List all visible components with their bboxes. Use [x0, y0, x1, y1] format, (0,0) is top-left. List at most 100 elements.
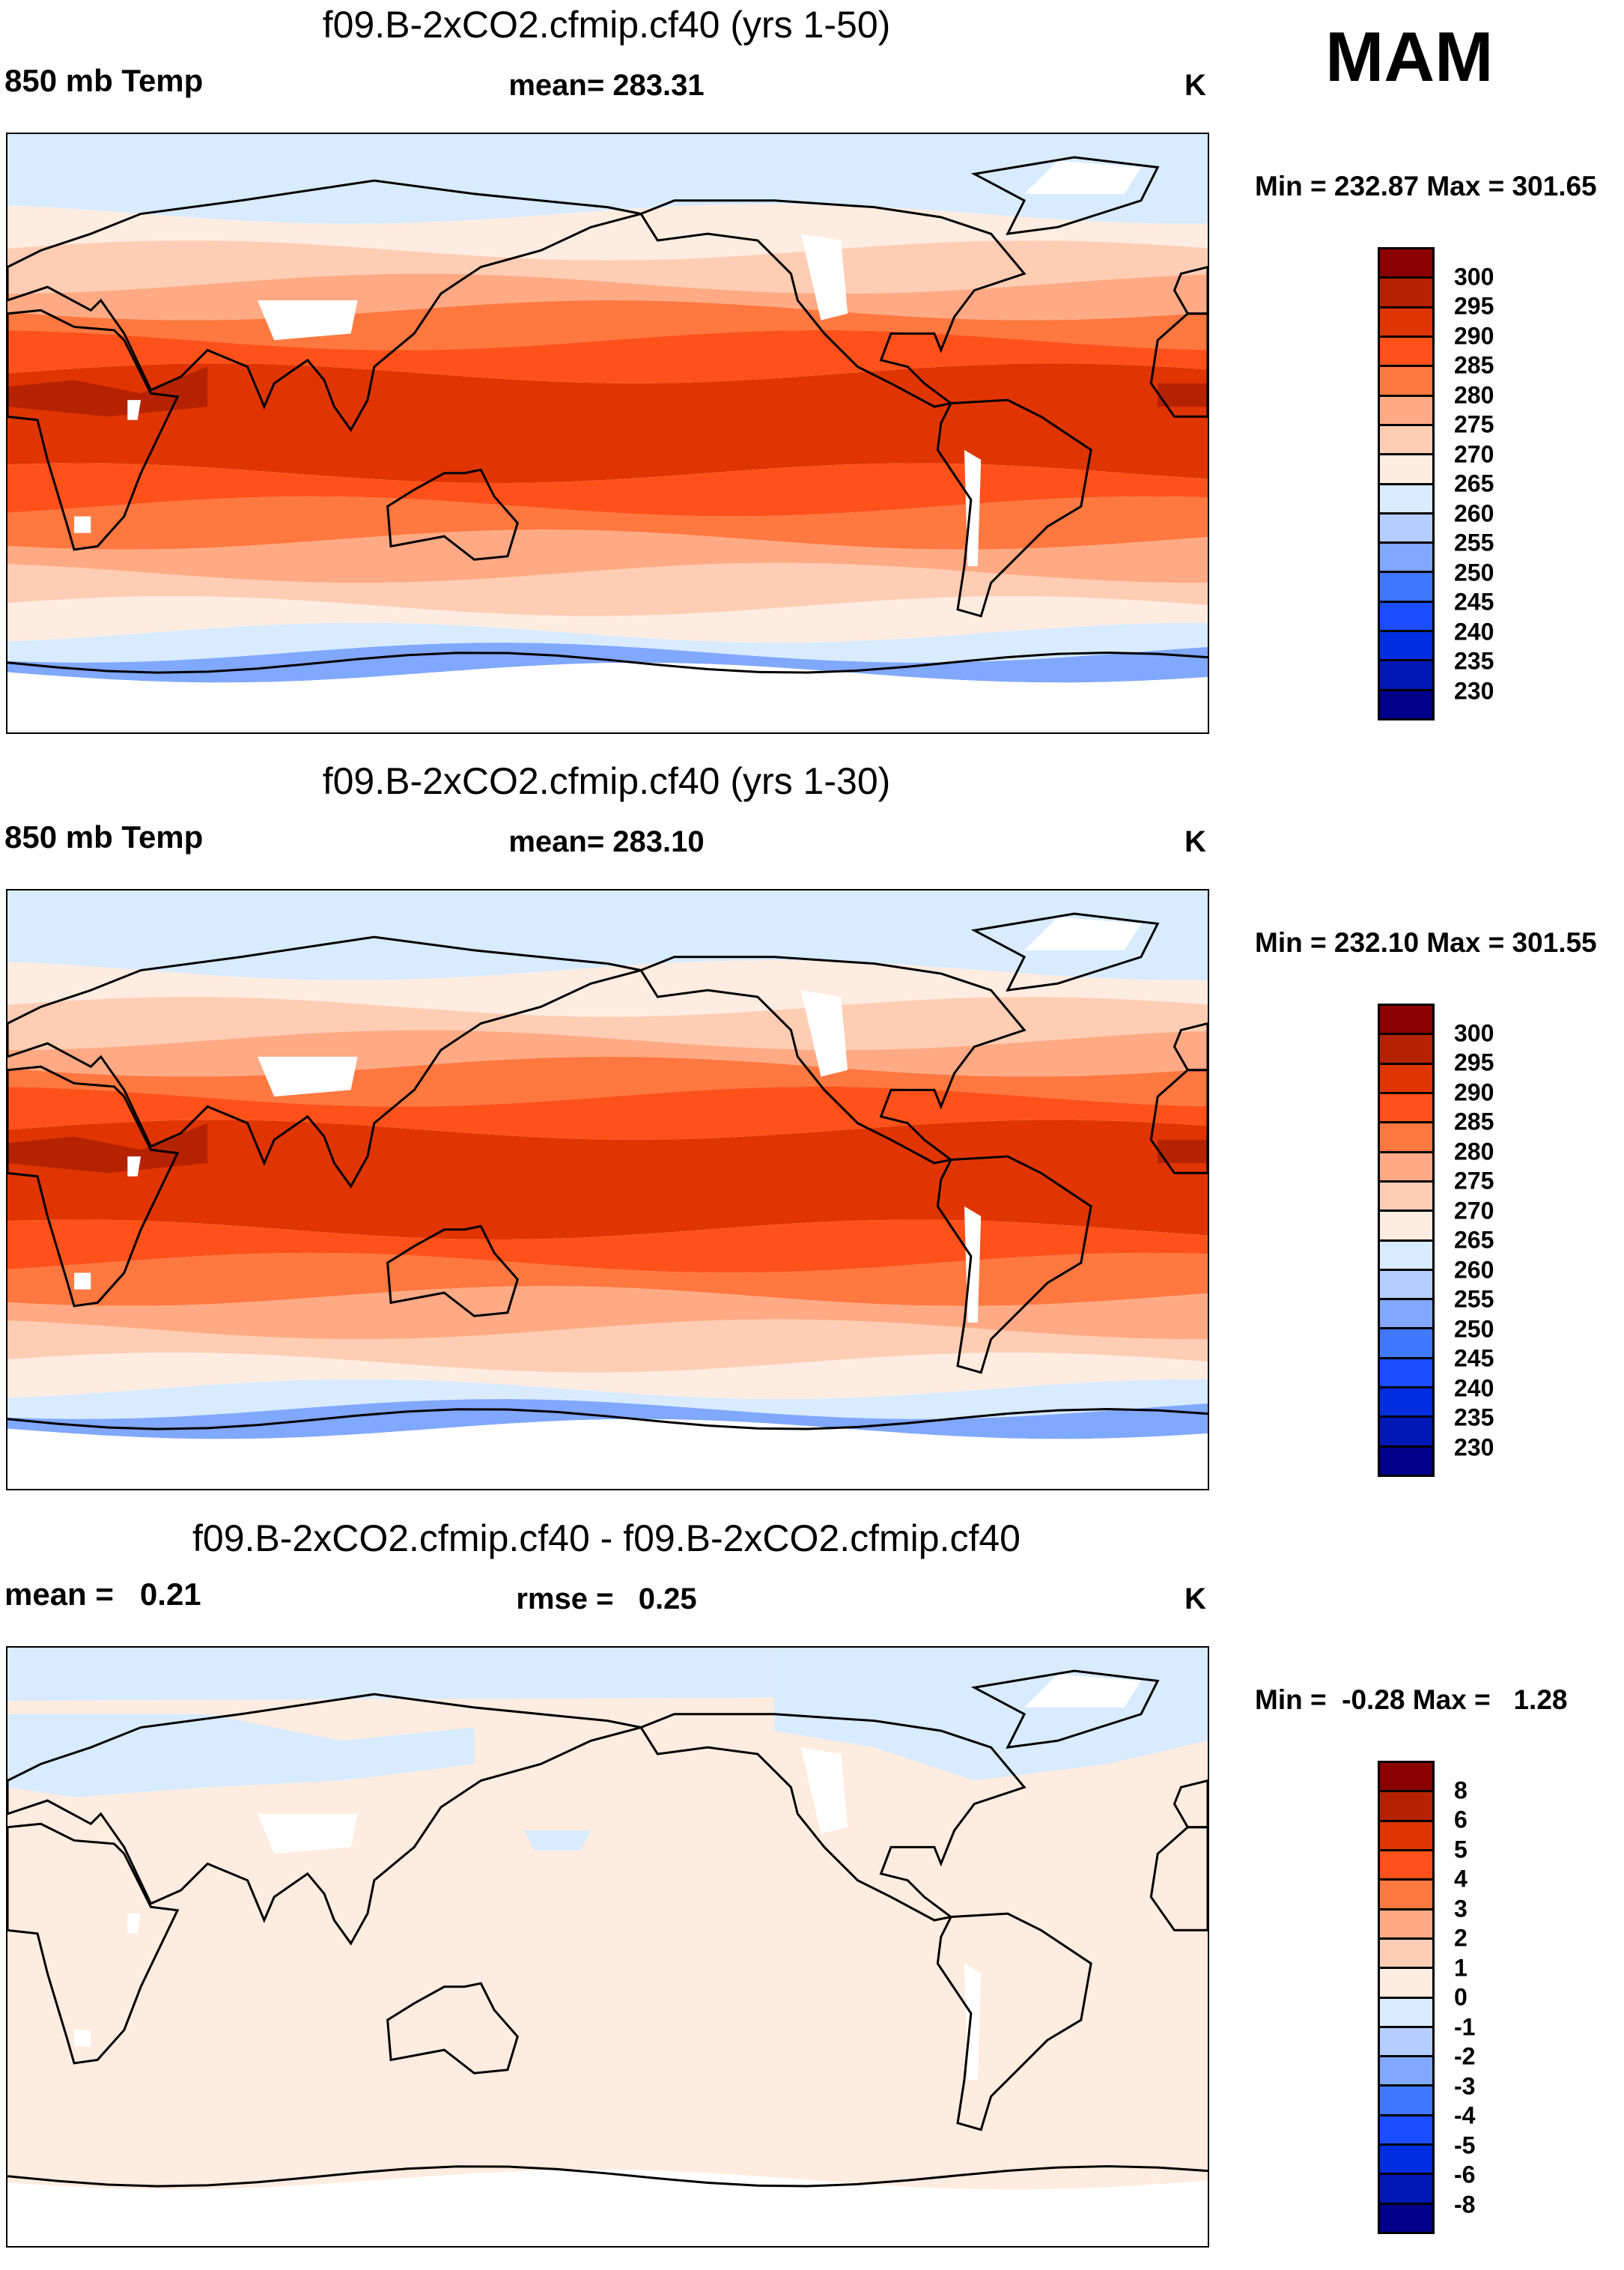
panel-3: f09.B-2xCO2.cfmip.cf40 - f09.B-2xCO2.cfm…	[0, 1514, 1624, 2270]
colorbar-tick-label: -5	[1454, 2131, 1476, 2158]
colorbar-swatch	[1380, 1821, 1432, 1851]
contour-band	[7, 890, 1208, 980]
colorbar-swatch	[1380, 544, 1432, 574]
colorbar-tick-label: 280	[1454, 1138, 1494, 1165]
map-plot	[6, 889, 1209, 1490]
missing-data-region	[1024, 1674, 1141, 1708]
colorbar-swatch	[1380, 425, 1432, 456]
coastline-greenland	[974, 914, 1158, 990]
colorbar-tick-label: 265	[1454, 470, 1494, 497]
mean-label: mean = 0.21	[4, 1576, 201, 1612]
colorbar-swatch	[1380, 2087, 1432, 2116]
colorbar-swatch	[1380, 661, 1432, 691]
missing-data-region	[127, 1914, 142, 1934]
colorbar-labels: 300 295 290 285 280 275 270 265 260 255 250 245 240 2…	[1454, 1004, 1544, 1477]
colorbar-tick-label: -3	[1454, 2072, 1476, 2099]
coastline-s-america	[937, 400, 1091, 616]
coastline-antarctica	[7, 2166, 1208, 2186]
colorbar-tick-label: 265	[1454, 1226, 1494, 1254]
colorbar	[1378, 247, 1435, 720]
season-label: MAM	[1325, 17, 1494, 96]
contour-band	[7, 1648, 775, 1702]
colorbar-swatch	[1380, 1153, 1432, 1183]
missing-data-region	[257, 1813, 358, 1854]
colorbar-tick-label: 285	[1454, 351, 1494, 379]
colorbar-swatch	[1380, 1035, 1432, 1065]
colorbar-tick-label: 300	[1454, 1019, 1494, 1046]
colorbar-tick-label: 240	[1454, 1374, 1494, 1401]
colorbar-swatch	[1380, 1093, 1432, 1124]
missing-data-region	[1024, 160, 1141, 194]
missing-data-region	[964, 1963, 982, 2081]
colorbar-labels: 300 295 290 285 280 275 270 265 260 255 250 245 240 2…	[1454, 247, 1544, 720]
colorbar-swatch	[1380, 2057, 1432, 2087]
mean-label: mean= 283.10	[508, 825, 705, 858]
contour-band	[7, 1319, 1208, 1373]
colorbar-tick-label: 290	[1454, 1078, 1494, 1105]
colorbar-swatch	[1380, 1241, 1432, 1271]
coastline-africa-l	[7, 1824, 177, 2063]
coastline-antarctica	[7, 652, 1208, 673]
missing-data-region	[800, 990, 848, 1077]
min-max-label: Min = 232.10 Max = 301.55	[1255, 927, 1597, 958]
contour-band	[7, 1086, 1208, 1140]
contour-band	[7, 1056, 1208, 1107]
colorbar-swatch	[1380, 1270, 1432, 1301]
colorbar-swatch	[1380, 249, 1432, 279]
colorbar-swatch	[1380, 455, 1432, 485]
missing-data-region	[964, 449, 982, 567]
coastline-eurasia	[7, 180, 641, 430]
colorbar-tick-label: 290	[1454, 322, 1494, 349]
colorbar	[1378, 1761, 1435, 2234]
panel-1: f09.B-2xCO2.cfmip.cf40 (yrs 1-50) 850 mb…	[0, 0, 1624, 756]
contour-band	[7, 496, 1208, 550]
colorbar-swatch	[1380, 1998, 1432, 2028]
contour-band	[7, 204, 1208, 261]
missing-data-region	[257, 1056, 358, 1097]
colorbar-tick-label: 275	[1454, 1167, 1494, 1195]
coastline-africa-l	[7, 310, 177, 550]
colorbar-tick-label: 260	[1454, 1256, 1494, 1283]
missing-data-region	[257, 300, 358, 341]
variable-label: 850 mb Temp	[4, 819, 204, 855]
colorbar-tick-label: 270	[1454, 440, 1494, 467]
colorbar-tick-label: 255	[1454, 529, 1494, 556]
units-label: K	[1184, 825, 1206, 858]
mean-label: mean= 283.31	[508, 69, 705, 102]
colorbar-swatch	[1380, 337, 1432, 368]
colorbar-tick-label: 3	[1454, 1895, 1468, 1922]
coastline-n-america	[641, 201, 1024, 407]
colorbar-swatch	[1380, 1447, 1432, 1475]
contour-band	[7, 562, 1208, 616]
coastline-n-america	[641, 957, 1024, 1163]
contour-band	[7, 463, 1208, 517]
min-max-label: Min = 232.87 Max = 301.65	[1255, 171, 1597, 201]
colorbar-swatch	[1380, 602, 1432, 633]
contour-band	[7, 1379, 1208, 1419]
colorbar-swatch	[1380, 1300, 1432, 1330]
missing-data-region	[127, 400, 142, 420]
colorbar-tick-label: 5	[1454, 1836, 1468, 1863]
colorbar-tick-label: 8	[1454, 1776, 1468, 1803]
contour-band	[7, 1286, 1208, 1340]
contour-band	[1158, 383, 1208, 407]
units-label: K	[1184, 69, 1206, 102]
colorbar-swatch	[1380, 1359, 1432, 1389]
coastline-n-america	[641, 1714, 1024, 1920]
colorbar-labels: 8 6 5 4 3 2 1 0 -1 -2 -3 -4 -5 -6 -8	[1454, 1761, 1544, 2234]
colorbar-tick-label: 285	[1454, 1108, 1494, 1135]
colorbar-tick-label: 275	[1454, 410, 1494, 438]
colorbar-tick-label: 0	[1454, 1983, 1468, 2011]
colorbar-swatch	[1380, 279, 1432, 309]
colorbar-tick-label: 6	[1454, 1806, 1468, 1833]
colorbar-swatch	[1380, 632, 1432, 662]
colorbar-tick-label: 4	[1454, 1865, 1468, 1893]
colorbar-swatch	[1380, 396, 1432, 426]
map-canvas	[7, 134, 1208, 732]
colorbar-swatch	[1380, 2204, 1432, 2232]
colorbar-tick-label: 245	[1454, 1344, 1494, 1372]
colorbar-swatch	[1380, 1792, 1432, 1822]
colorbar-swatch	[1380, 1939, 1432, 1970]
coastline-greenland	[974, 1671, 1158, 1747]
colorbar-tick-label: -2	[1454, 2042, 1476, 2070]
